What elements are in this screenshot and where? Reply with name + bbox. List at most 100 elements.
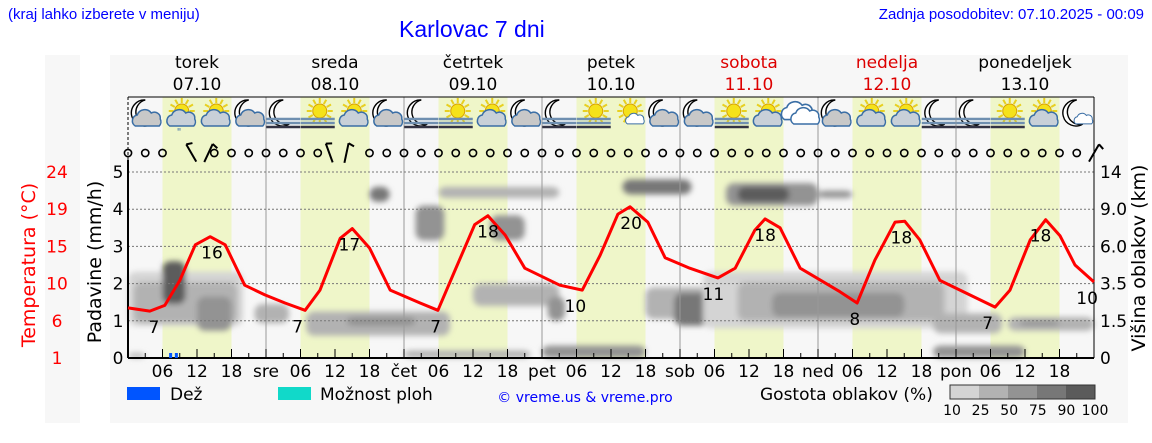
sun-ray <box>1002 99 1007 105</box>
wind-calm-circle <box>554 148 564 158</box>
x-tick-label: 06 <box>566 362 588 382</box>
weather-icon-sun-cloud <box>752 98 783 127</box>
sun-ray <box>874 99 880 105</box>
x-tick-label: 12 <box>186 362 208 382</box>
wind-calm-circle <box>796 148 806 158</box>
precipitation-bar <box>174 353 178 358</box>
legend-rain-label: Dež <box>170 385 203 405</box>
wind-calm-circle <box>158 148 167 158</box>
sun-ray <box>460 99 466 105</box>
legend-rain-swatch <box>127 387 160 400</box>
wind-calm-circle <box>744 148 754 158</box>
wind-calm-circle <box>209 148 219 158</box>
weather-icon-sun-fog <box>714 98 749 129</box>
day-name: četrtek <box>443 53 504 73</box>
x-tick-label: 18 <box>359 362 381 382</box>
fog-icon <box>921 117 956 129</box>
cloud-icon <box>511 109 542 127</box>
cloud-patch <box>547 296 565 321</box>
weather-icon-moon-cloud <box>510 99 542 127</box>
wind-calm-circle <box>278 148 288 158</box>
temperature-label: 18 <box>754 226 776 246</box>
wind-calm-circle <box>140 148 150 158</box>
weather-icon-moon-cloud <box>372 99 404 127</box>
wind-calm-circle <box>1003 148 1013 158</box>
cloud-patch <box>1019 320 1060 326</box>
sun-ray <box>894 103 900 108</box>
wind-calm-circle <box>434 148 443 158</box>
x-tick-label: 06 <box>842 362 864 382</box>
sun-ray <box>222 103 229 108</box>
x-tick-label: 12 <box>462 362 484 382</box>
weather-icon-sun-cloud <box>856 98 887 127</box>
wind-barb-flag <box>348 142 355 148</box>
cloud-height-axis-title: Višina oblakov (km) <box>1128 165 1150 352</box>
wind-calm-circle <box>727 148 737 158</box>
wind-calm-circle <box>865 148 875 158</box>
wind-calm-circle <box>296 148 305 158</box>
weather-icon-sun-fog <box>576 98 611 129</box>
wind-barb-shaft <box>324 143 334 163</box>
x-tick-label: 18 <box>497 362 519 382</box>
wind-calm-circle <box>1055 148 1064 158</box>
cloud-patch <box>818 190 853 199</box>
wind-calm-circle <box>779 148 788 158</box>
wind-barb-shaft <box>343 143 350 163</box>
weather-icon-moon-fog <box>921 99 956 129</box>
temperature-tick-label: 15 <box>46 237 68 257</box>
sun-ray <box>997 114 1004 119</box>
density-scale-label: 25 <box>972 403 990 419</box>
temperature-label: 10 <box>1076 289 1098 309</box>
sun-ray <box>583 114 590 119</box>
x-tick-label: 06 <box>152 362 174 382</box>
sun-ray <box>480 103 486 108</box>
weather-icon-moon-fog <box>956 99 991 129</box>
cloud-icon <box>235 109 266 127</box>
sun-ray <box>1032 103 1038 108</box>
sun-ray <box>1016 114 1022 119</box>
fog-icon <box>438 117 473 129</box>
day-date: 12.10 <box>863 75 912 95</box>
precipitation-bar <box>169 353 173 358</box>
wind-calm-circle <box>761 148 771 158</box>
sun-ray <box>1036 99 1042 105</box>
x-tick-label: 12 <box>1014 362 1036 382</box>
sun-disc <box>450 103 466 119</box>
sun-ray <box>326 103 332 108</box>
day-date: 11.10 <box>725 75 774 95</box>
wind-barb-icon <box>185 142 198 163</box>
temperature-label: 20 <box>620 214 642 234</box>
sun-ray <box>878 103 884 108</box>
cloud-patch <box>404 350 531 358</box>
sun-ray <box>633 99 638 105</box>
cloud-shape <box>476 109 507 127</box>
sun-ray <box>1047 99 1052 105</box>
x-tick-label: 06 <box>980 362 1002 382</box>
fog-icon <box>266 117 301 129</box>
temperature-label: 18 <box>891 228 913 248</box>
x-tick-label: 12 <box>876 362 898 382</box>
weather-icon-sun-cloud <box>1028 98 1059 127</box>
cloud-icon <box>821 109 852 127</box>
weather-icon-overcast <box>780 100 821 125</box>
wind-barb-icon <box>343 142 355 163</box>
sun-ray <box>898 99 904 105</box>
legend-shower-label: Možnost ploh <box>320 385 433 405</box>
precip-tick-label: 3 <box>113 237 124 257</box>
cloud-height-tick-label: 3.5 <box>1100 275 1127 295</box>
left-axis-panel <box>45 55 80 423</box>
cloud-shape <box>752 109 783 127</box>
rain-drops-icon: " <box>177 127 182 138</box>
weather-icon-sun-fog <box>438 98 473 129</box>
location-hint-link[interactable]: (kraj lahko izberete v meniju) <box>8 6 200 23</box>
sun-ray <box>484 99 490 105</box>
cloud-height-tick-label: 6.0 <box>1100 237 1127 257</box>
wind-calm-circle <box>675 148 685 158</box>
x-tick-label: 18 <box>635 362 657 382</box>
wind-calm-circle <box>416 148 426 158</box>
wind-barb-flag <box>186 142 193 146</box>
cloud-patch <box>542 345 646 358</box>
weather-icon-moon-fog <box>542 99 577 129</box>
wind-calm-circle <box>951 148 961 158</box>
wind-calm-circle <box>123 148 133 158</box>
